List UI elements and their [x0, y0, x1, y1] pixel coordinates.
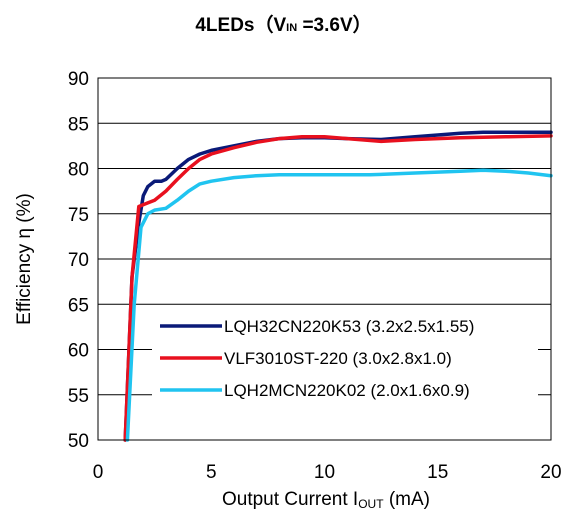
- legend: LQH32CN220K53 (3.2x2.5x1.55) VLF3010ST-22…: [152, 311, 538, 410]
- y-tick-labels: 50 55 60 65 70 75 80 85 90: [68, 69, 89, 452]
- x-tick-label: 5: [206, 462, 217, 483]
- y-tick-label: 85: [68, 114, 89, 135]
- y-tick-label: 50: [68, 431, 89, 452]
- x-axis-label-unit: (mA): [384, 489, 430, 510]
- x-axis-label-main: Output Current I: [222, 489, 358, 510]
- y-tick-label: 60: [68, 341, 89, 362]
- y-tick-label: 70: [68, 250, 89, 271]
- y-tick-label: 75: [68, 205, 89, 226]
- chart-title-paren-close: ）: [352, 15, 372, 36]
- x-tick-label: 0: [93, 462, 104, 483]
- y-tick-label: 90: [68, 69, 89, 90]
- legend-items: LQH32CN220K53 (3.2x2.5x1.55) VLF3010ST-22…: [160, 317, 474, 400]
- series-line-3: [125, 168, 553, 442]
- legend-label-3: LQH2MCN220K02 (2.0x1.6x0.9): [224, 381, 470, 400]
- x-tick-labels: 0 5 10 15 20: [93, 462, 562, 483]
- y-axis-label: Efficiency η (%): [14, 193, 35, 325]
- series-line-2: [123, 134, 553, 442]
- y-tick-label: 55: [68, 386, 89, 407]
- chart-title-main: 4LEDs: [195, 15, 255, 36]
- y-tick-label: 65: [68, 295, 89, 316]
- y-tick-label: 80: [68, 160, 89, 181]
- plot-area-frame: [97, 77, 552, 441]
- x-tick-label: 10: [314, 462, 335, 483]
- chart-title-vin-subscript: IN: [286, 22, 298, 34]
- x-axis-label-subscript: OUT: [358, 497, 384, 511]
- x-axis-label: Output Current IOUT (mA): [222, 489, 430, 511]
- chart-title-paren-open: （V: [254, 15, 287, 36]
- x-tick-label: 15: [427, 462, 448, 483]
- x-tick-label: 20: [540, 462, 561, 483]
- legend-label-2: VLF3010ST-220 (3.0x2.8x1.0): [224, 349, 452, 368]
- series-group: [123, 130, 553, 442]
- chart-title-vin-value: =3.6V: [297, 15, 353, 36]
- legend-label-1: LQH32CN220K53 (3.2x2.5x1.55): [224, 317, 474, 336]
- chart-title: 4LEDs（VIN =3.6V）: [0, 10, 567, 37]
